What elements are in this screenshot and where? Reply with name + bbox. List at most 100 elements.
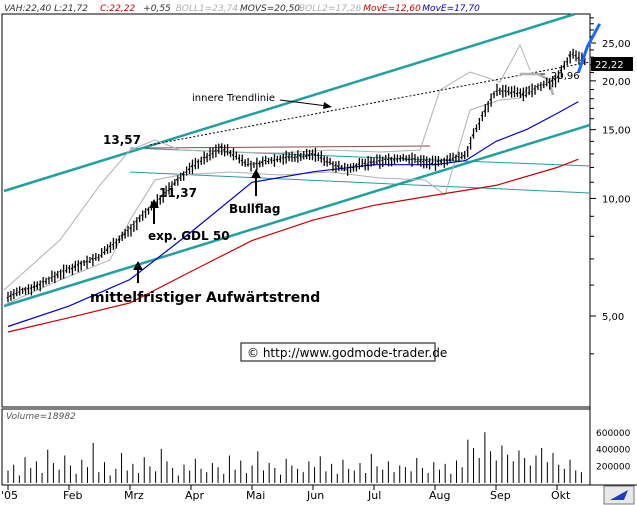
price-bar-tick — [550, 78, 554, 82]
price-bar-tick — [35, 283, 38, 288]
price-bar-tick — [568, 54, 571, 59]
price-bar-tick — [454, 156, 457, 159]
price-bar-tick — [512, 91, 515, 94]
price-bar-tick — [334, 163, 337, 167]
price-bar-tick — [462, 154, 466, 158]
x-tick-label: Aug — [429, 489, 450, 502]
y-tick-label: 10,00 — [602, 194, 631, 205]
price-bar-tick — [433, 163, 436, 166]
price-bar-tick — [521, 92, 524, 96]
price-bar-tick — [369, 161, 372, 164]
price-bar-tick — [293, 156, 296, 159]
volume-tick-label: 200000 — [596, 462, 631, 472]
price-bar-tick — [574, 54, 577, 57]
price-bar-tick — [29, 287, 32, 290]
price-bar-tick — [143, 211, 146, 213]
x-tick-label: Mrz — [124, 489, 144, 502]
price-bar-tick — [343, 169, 345, 171]
price-bar-tick — [187, 168, 190, 171]
price-bar-tick — [85, 260, 88, 263]
price-bar-tick — [421, 160, 425, 163]
volume-tick-label: 600000 — [596, 429, 631, 439]
price-bar-tick — [398, 158, 401, 160]
price-bar-tick — [234, 155, 237, 158]
price-bar-tick — [158, 197, 161, 200]
lower-channel-line — [3, 123, 591, 308]
price-bar-tick — [518, 91, 521, 94]
price-bar-tick — [220, 145, 222, 148]
price-bar-tick — [503, 90, 507, 93]
last-price-tag — [591, 57, 633, 71]
price-bar-tick — [471, 134, 474, 138]
price-bar-tick — [319, 156, 322, 159]
bollinger-projection — [520, 72, 555, 96]
price-bar-tick — [275, 158, 278, 161]
price-bar-tick — [196, 160, 199, 163]
forecast-line — [576, 23, 602, 74]
header-item: VAH:22,40 L:21,72 — [4, 4, 88, 14]
price-bar-tick — [304, 154, 308, 157]
price-bar-tick — [506, 90, 510, 93]
x-tick-label: Feb — [63, 489, 82, 502]
high-label: 13,57 — [103, 133, 141, 147]
inner-trendline-arrowhead — [323, 102, 332, 109]
price-bar-tick — [73, 264, 76, 268]
upper-bollinger-line — [3, 43, 531, 291]
trend-lines — [3, 12, 591, 308]
price-bar-tick — [418, 159, 422, 163]
price-bar-tick — [577, 56, 580, 59]
price-bar-tick — [146, 208, 149, 211]
price-bar-tick — [372, 160, 375, 163]
price-bar-tick — [448, 157, 451, 161]
price-bar-tick — [243, 161, 246, 164]
price-bar-tick — [530, 90, 533, 93]
price-bar-tick — [199, 160, 202, 163]
price-bar-tick — [172, 182, 176, 185]
price-bar-tick — [351, 166, 354, 169]
price-bar-tick — [336, 165, 340, 169]
price-bar-tick — [211, 152, 214, 155]
last-price-value: 22,22 — [595, 60, 624, 71]
price-bar-tick — [108, 244, 111, 248]
price-bar-tick — [266, 160, 269, 163]
price-bar-tick — [123, 232, 126, 236]
gdl-arrowhead — [149, 199, 159, 208]
price-bar-tick — [137, 217, 141, 220]
price-bar-tick — [222, 149, 225, 152]
header-item: MovE=17,70 — [422, 4, 480, 14]
x-tick-label: Jun — [306, 489, 324, 502]
price-bar-tick — [357, 163, 360, 166]
price-bar-tick — [562, 64, 565, 68]
price-bar-tick — [278, 158, 281, 161]
price-bar-tick — [8, 294, 12, 298]
price-bar-tick — [536, 85, 539, 88]
x-tick-label: '05 — [1, 489, 18, 502]
price-bar-tick — [129, 227, 132, 230]
price-bar-tick — [404, 157, 407, 160]
price-bar-tick — [255, 162, 258, 165]
price-bar-tick — [509, 91, 513, 94]
price-bar-tick — [44, 280, 47, 283]
low-label: 11,37 — [159, 186, 197, 200]
price-bar-tick — [175, 178, 179, 182]
price-bar-tick — [32, 285, 35, 289]
volume-tick-label: 400000 — [596, 446, 631, 456]
moving-average-line — [7, 158, 579, 333]
copyright-box — [240, 342, 436, 362]
price-bar-tick — [556, 74, 559, 79]
price-bar-tick — [102, 251, 105, 254]
price-bar-tick — [545, 83, 547, 86]
header-item: BOLL2=17,26 — [299, 4, 362, 14]
volume-label: Volume=18982 — [6, 412, 76, 422]
price-bar-tick — [55, 273, 59, 277]
price-bar-tick — [231, 154, 234, 157]
price-bar-tick — [246, 163, 249, 166]
price-bar-tick — [257, 162, 261, 166]
price-bar-tick — [360, 164, 363, 167]
bollinger-bands — [3, 43, 555, 306]
y-tick-label: 25,00 — [602, 39, 631, 50]
arrow-icon — [610, 490, 628, 500]
price-bar-tick — [348, 166, 351, 169]
upper-channel-line — [3, 12, 576, 193]
